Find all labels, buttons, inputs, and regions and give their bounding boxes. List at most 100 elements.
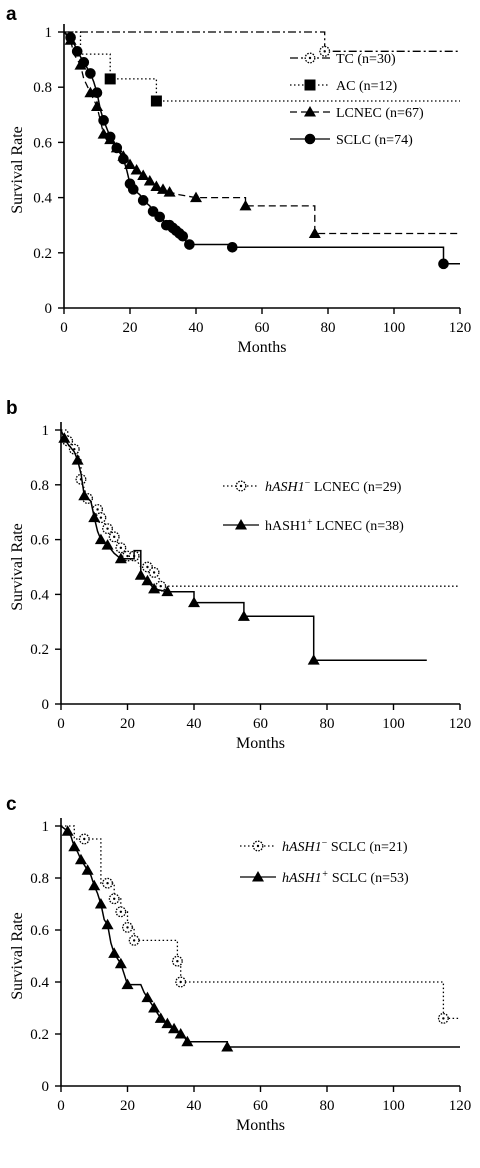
triangle-marker bbox=[157, 183, 169, 194]
triangle-marker bbox=[141, 574, 154, 586]
legend-label: AC (n=12) bbox=[336, 79, 398, 94]
circle-marker bbox=[137, 195, 149, 206]
triangle-marker bbox=[307, 654, 320, 665]
triangle-marker bbox=[134, 569, 147, 580]
triangle-marker bbox=[130, 164, 143, 175]
dotcircle-marker bbox=[171, 955, 183, 967]
legend-label: TC (n=30) bbox=[336, 52, 396, 67]
y-tick-label: 0.4 bbox=[33, 191, 52, 207]
dotcircle-marker bbox=[122, 921, 133, 933]
y-tick-label: 0.2 bbox=[33, 246, 52, 262]
x-tick-label: 20 bbox=[123, 320, 138, 336]
y-tick-label: 1 bbox=[42, 423, 50, 439]
dotcircle-marker bbox=[108, 531, 120, 543]
y-tick-label: 0.8 bbox=[33, 80, 52, 96]
x-tick-label: 40 bbox=[187, 1098, 202, 1114]
circle-marker bbox=[98, 115, 109, 126]
legend-label: hASH1+ LCNEC (n=38) bbox=[265, 517, 404, 535]
x-tick-label: 0 bbox=[57, 716, 65, 732]
triangle-marker bbox=[221, 1041, 234, 1052]
x-tick-label: 0 bbox=[60, 320, 68, 336]
legend-dotcircle-marker bbox=[304, 52, 316, 64]
dotcircle-marker bbox=[102, 523, 114, 535]
x-tick-label: 80 bbox=[320, 716, 335, 732]
legend-triangle-marker bbox=[304, 106, 316, 117]
dotcircle-marker bbox=[75, 473, 87, 485]
circle-marker bbox=[128, 184, 139, 195]
km-chart-a: a 0 20 40 60 80 100 120 0 0.2 0.4 0.6 0.8 1 Months Surv… bbox=[6, 4, 471, 356]
x-tick-label: 60 bbox=[253, 716, 268, 732]
triangle-marker bbox=[81, 864, 94, 875]
dotcircle-marker bbox=[175, 976, 187, 988]
y-axis-label: Survival Rate bbox=[9, 912, 26, 1000]
dotcircle-marker bbox=[108, 893, 120, 905]
circle-marker bbox=[85, 68, 96, 79]
y-tick-label: 0.6 bbox=[33, 135, 52, 151]
triangle-marker bbox=[148, 582, 161, 594]
x-tick-label: 120 bbox=[449, 716, 472, 732]
x-tick-label: 20 bbox=[120, 716, 135, 732]
y-tick-label: 0.4 bbox=[30, 587, 49, 603]
circle-marker bbox=[184, 239, 195, 250]
km-panel-b: b 0 20 40 60 80 100 120 0 0.2 0.4 0.6 0.8 1 Months Surv… bbox=[0, 390, 480, 780]
y-axis-label: Survival Rate bbox=[9, 523, 26, 611]
x-tick-label: 120 bbox=[449, 1098, 472, 1114]
km-chart-c: c 0 20 40 60 80 100 120 0 0.2 0.4 0.6 0.8 1 Months Surv… bbox=[6, 794, 472, 1134]
dotcircle-marker bbox=[319, 45, 331, 57]
circle-marker bbox=[154, 211, 165, 223]
triangle-marker bbox=[181, 1035, 194, 1047]
legend: TC (n=30) AC (n=12) LCNEC (n=67) SCLC (n=74… bbox=[290, 52, 424, 148]
y-tick-label: 0.4 bbox=[30, 975, 49, 991]
km-curve bbox=[64, 31, 460, 52]
triangle-marker bbox=[88, 879, 101, 891]
triangle-marker bbox=[78, 489, 91, 501]
y-tick-label: 0.8 bbox=[30, 871, 49, 887]
triangle-marker bbox=[101, 539, 114, 550]
dotcircle-marker bbox=[148, 567, 160, 578]
dotcircle-marker bbox=[115, 542, 127, 554]
y-tick-label: 0.2 bbox=[30, 1027, 49, 1043]
legend: hASH1− LCNEC (n=29) hASH1+ LCNEC (n=38) bbox=[223, 478, 404, 535]
triangle-marker bbox=[88, 511, 101, 523]
x-axis-label: Months bbox=[238, 339, 287, 356]
triangle-marker bbox=[58, 432, 71, 443]
km-panel-c: c 0 20 40 60 80 100 120 0 0.2 0.4 0.6 0.8 1 Months Surv… bbox=[0, 780, 480, 1168]
y-tick-label: 0 bbox=[45, 301, 53, 317]
circle-marker bbox=[91, 87, 103, 99]
triangle-marker bbox=[190, 191, 202, 203]
circle-marker bbox=[438, 258, 449, 270]
km-series-2 bbox=[58, 429, 427, 665]
dotcircle-marker bbox=[115, 906, 127, 918]
square-marker bbox=[150, 95, 162, 107]
triangle-marker bbox=[114, 957, 127, 969]
x-tick-label: 0 bbox=[57, 1098, 65, 1114]
x-tick-label: 40 bbox=[189, 320, 204, 336]
circle-marker bbox=[78, 57, 90, 68]
triangle-marker bbox=[188, 596, 200, 608]
x-tick-label: 60 bbox=[253, 1098, 268, 1114]
circle-marker bbox=[227, 241, 238, 253]
y-tick-label: 0.6 bbox=[30, 533, 49, 549]
triangle-marker bbox=[121, 978, 134, 990]
triangle-marker bbox=[239, 199, 252, 211]
km-series-1 bbox=[61, 825, 460, 1024]
triangle-marker bbox=[101, 918, 114, 930]
x-tick-label: 100 bbox=[382, 1098, 405, 1114]
y-tick-label: 0 bbox=[42, 697, 50, 713]
legend-label: hASH1− SCLC (n=21) bbox=[282, 838, 408, 856]
y-tick-label: 0 bbox=[42, 1079, 50, 1095]
y-tick-label: 0.6 bbox=[30, 923, 49, 939]
panel-letter: b bbox=[6, 398, 18, 419]
dotcircle-marker bbox=[128, 934, 140, 946]
triangle-marker bbox=[161, 1017, 174, 1029]
panel-letter: a bbox=[6, 4, 17, 25]
triangle-marker bbox=[108, 947, 121, 958]
triangle-marker bbox=[150, 180, 163, 192]
triangle-marker bbox=[74, 853, 87, 865]
legend: hASH1− SCLC (n=21) hASH1+ SCLC (n=53) bbox=[240, 838, 409, 886]
km-series-2 bbox=[64, 31, 460, 107]
triangle-marker bbox=[114, 552, 127, 564]
triangle-marker bbox=[168, 1022, 181, 1034]
km-panel-a: a 0 20 40 60 80 100 120 0 0.2 0.4 0.6 0.8 1 Months Surv… bbox=[0, 0, 480, 390]
km-curve bbox=[60, 429, 427, 661]
